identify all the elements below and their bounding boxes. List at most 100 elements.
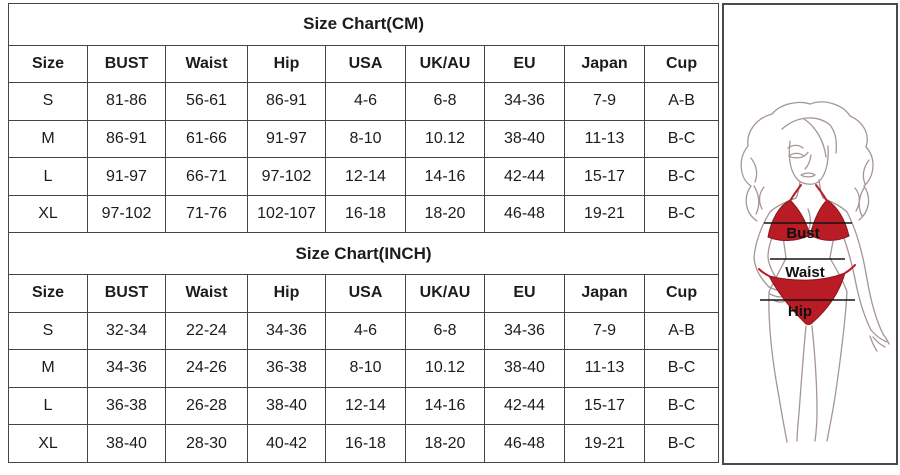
table-cell: B-C <box>643 386 720 426</box>
table-cell: 16-18 <box>325 194 406 234</box>
table-cell: 7-9 <box>564 311 645 351</box>
table-cell: 12-14 <box>325 386 406 426</box>
table-cell: B-C <box>643 194 720 234</box>
table-cell: 91-97 <box>247 119 326 159</box>
header-row: Size BUST Waist Hip USA UK/AU EU Japan Cup <box>8 44 720 84</box>
measurement-lines <box>760 222 855 301</box>
header-cell: USA <box>325 44 406 84</box>
header-cell: BUST <box>87 273 166 313</box>
header-cell: UK/AU <box>405 44 485 84</box>
table-cell: A-B <box>643 311 720 351</box>
table-cell: 42-44 <box>484 386 565 426</box>
header-cell: Japan <box>564 44 645 84</box>
table-cell: 22-24 <box>165 311 248 351</box>
table-cell: 56-61 <box>165 82 248 121</box>
table-cell: 102-107 <box>247 194 326 234</box>
table-cell: 7-9 <box>564 82 645 121</box>
table-cell: 40-42 <box>247 424 326 463</box>
chart-title-row: Size Chart(CM) <box>7 3 720 46</box>
waist-label: Waist <box>785 264 824 281</box>
table-cell: 34-36 <box>247 311 326 351</box>
header-cell: Hip <box>247 44 326 84</box>
table-cell: B-C <box>643 119 720 159</box>
table-cell: 97-102 <box>247 157 326 196</box>
table-cell: 19-21 <box>564 424 645 463</box>
header-cell: Waist <box>165 44 248 84</box>
table-cell: 11-13 <box>564 119 645 159</box>
table-cell: 38-40 <box>484 349 565 388</box>
table-cell: 16-18 <box>325 424 406 463</box>
table-cell: 97-102 <box>87 194 166 234</box>
table-cell: 10.12 <box>405 349 485 388</box>
table-cell: 36-38 <box>87 386 166 426</box>
table-cell: 11-13 <box>564 349 645 388</box>
bust-label: Bust <box>786 225 819 242</box>
table-cell: 18-20 <box>405 194 485 234</box>
table-cell: A-B <box>643 82 720 121</box>
size-chart-tbody: Size Chart(CM) Size BUST Waist Hip USA UK/AU EU… <box>7 3 720 463</box>
chart-title: Size Chart(CM) <box>7 3 720 46</box>
table-cell: 4-6 <box>325 311 406 351</box>
table-cell: XL <box>8 194 88 234</box>
header-cell: Japan <box>564 273 645 313</box>
header-row: Size BUST Waist Hip USA UK/AU EU Japan Cup <box>8 273 720 313</box>
table-cell: 86-91 <box>247 82 326 121</box>
table-cell: 6-8 <box>405 311 485 351</box>
table-cell: XL <box>8 424 88 463</box>
table-row: M 86-91 61-66 91-97 8-10 10.12 38-40 11-13 B-C <box>8 119 720 159</box>
size-chart-table: Size Chart(CM) Size BUST Waist Hip USA UK/AU EU… <box>7 3 720 463</box>
table-cell: 38-40 <box>484 119 565 159</box>
header-cell: Waist <box>165 273 248 313</box>
header-cell: Hip <box>247 273 326 313</box>
table-cell: B-C <box>643 349 720 388</box>
table-cell: 8-10 <box>325 349 406 388</box>
table-cell: 46-48 <box>484 424 565 463</box>
table-cell: S <box>8 311 88 351</box>
table-cell: 19-21 <box>564 194 645 234</box>
header-cell: Cup <box>643 273 720 313</box>
table-cell: 81-86 <box>87 82 166 121</box>
table-row: L 36-38 26-28 38-40 12-14 14-16 42-44 15-17 B-C <box>8 386 720 426</box>
table-cell: 38-40 <box>247 386 326 426</box>
table-cell: 15-17 <box>564 386 645 426</box>
table-cell: S <box>8 82 88 121</box>
table-cell: 36-38 <box>247 349 326 388</box>
table-row: M 34-36 24-26 36-38 8-10 10.12 38-40 11-13 B-C <box>8 349 720 388</box>
table-row: S 81-86 56-61 86-91 4-6 6-8 34-36 7-9 A-B <box>8 82 720 121</box>
chart-title: Size Chart(INCH) <box>7 232 720 275</box>
table-cell: B-C <box>643 424 720 463</box>
table-row: S 32-34 22-24 34-36 4-6 6-8 34-36 7-9 A-B <box>8 311 720 351</box>
table-cell: 14-16 <box>405 386 485 426</box>
table-cell: 28-30 <box>165 424 248 463</box>
table-cell: L <box>8 157 88 196</box>
table-cell: 15-17 <box>564 157 645 196</box>
table-cell: 91-97 <box>87 157 166 196</box>
table-cell: 12-14 <box>325 157 406 196</box>
table-cell: 24-26 <box>165 349 248 388</box>
table-cell: 34-36 <box>484 311 565 351</box>
table-cell: 61-66 <box>165 119 248 159</box>
chart-title-row: Size Chart(INCH) <box>7 232 720 275</box>
table-cell: B-C <box>643 157 720 196</box>
header-cell: EU <box>484 44 565 84</box>
header-cell: USA <box>325 273 406 313</box>
header-cell: Cup <box>643 44 720 84</box>
header-cell: Size <box>8 273 88 313</box>
table-cell: 71-76 <box>165 194 248 234</box>
table-row: XL 38-40 28-30 40-42 16-18 18-20 46-48 19-21 B-C <box>8 424 720 463</box>
table-cell: 18-20 <box>405 424 485 463</box>
header-cell: BUST <box>87 44 166 84</box>
bikini-shapes <box>767 199 850 325</box>
table-cell: 26-28 <box>165 386 248 426</box>
table-row: L 91-97 66-71 97-102 12-14 14-16 42-44 15-17 B-C <box>8 157 720 196</box>
figure-panel: Bust Waist Hip <box>722 3 898 465</box>
header-cell: UK/AU <box>405 273 485 313</box>
header-cell: EU <box>484 273 565 313</box>
table-cell: 14-16 <box>405 157 485 196</box>
table-cell: 6-8 <box>405 82 485 121</box>
table-cell: 32-34 <box>87 311 166 351</box>
table-cell: M <box>8 349 88 388</box>
size-guide-figure: Bust Waist Hip <box>740 101 890 443</box>
hip-label: Hip <box>788 303 812 320</box>
